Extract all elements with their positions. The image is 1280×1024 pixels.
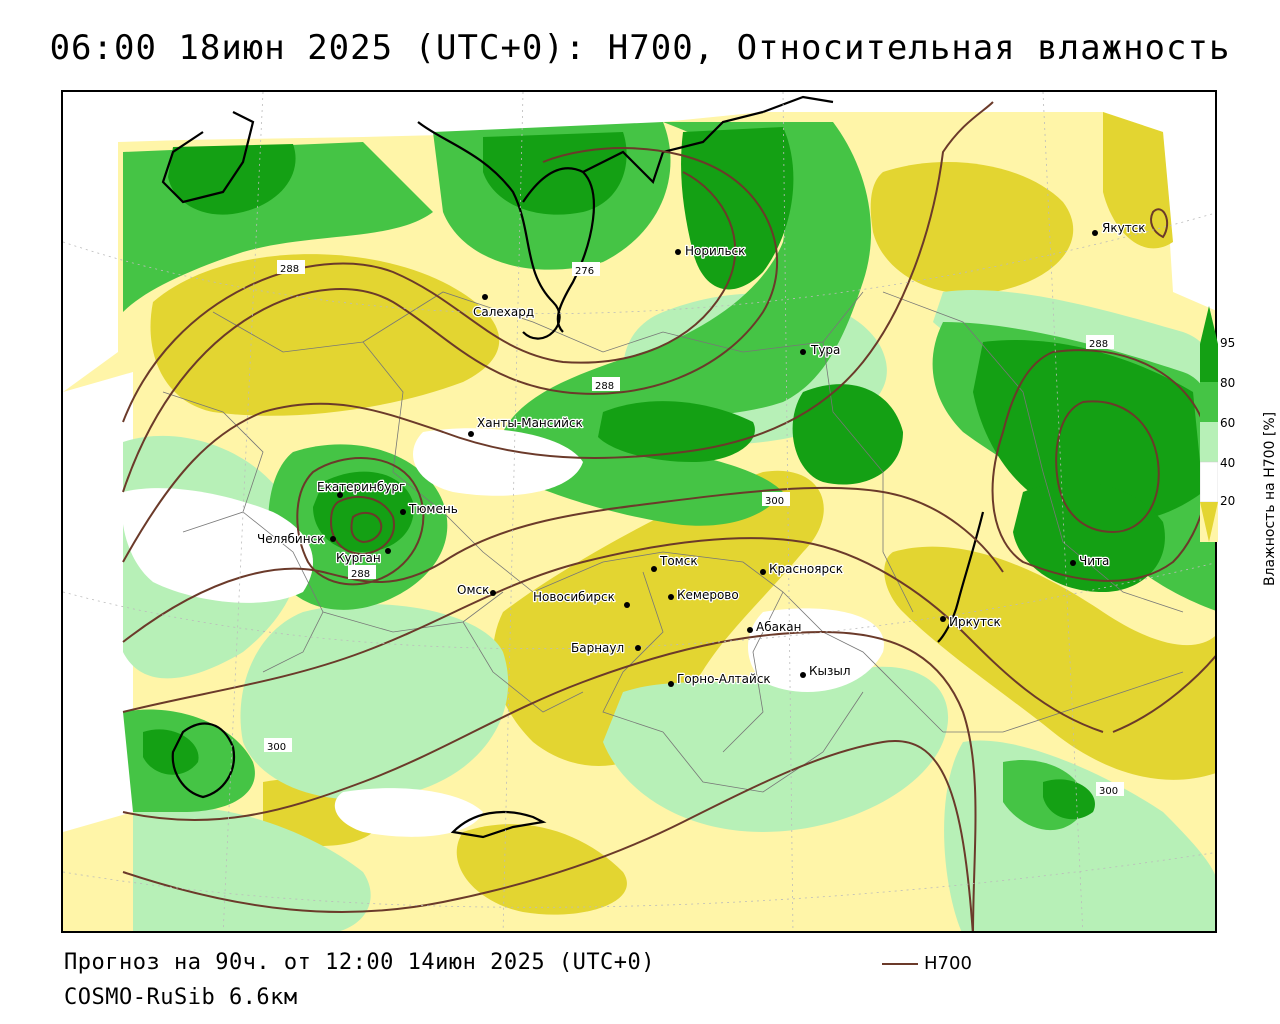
city-kyzyl: Кызыл xyxy=(809,664,851,678)
city-omsk: Омск xyxy=(457,583,489,597)
contour-label-300-west: 300 xyxy=(267,742,286,753)
coastlines xyxy=(161,95,985,839)
city-chita: Чита xyxy=(1079,554,1109,568)
contour-legend: H700 xyxy=(882,953,972,974)
colorbar-tick-20: 20 xyxy=(1220,494,1236,508)
contour-label-300-east: 300 xyxy=(1099,786,1118,797)
contour-label-276: 276 xyxy=(575,266,594,277)
city-khanty-mansiysk: Ханты-Мансийск xyxy=(477,416,583,430)
colorbar-tick-60: 60 xyxy=(1220,416,1236,430)
legend-line-swatch xyxy=(882,962,918,965)
city-krasnoyarsk: Красноярск xyxy=(769,562,843,576)
city-kemerovo: Кемерово xyxy=(677,588,739,602)
city-barnaul: Барнаул xyxy=(571,641,624,655)
colorbar-tick-80: 80 xyxy=(1220,376,1236,390)
colorbar-tick-40: 40 xyxy=(1220,456,1236,470)
map-area[interactable]: 288 276 288 288 288 300 300 300 Якутск Н… xyxy=(61,90,1217,933)
model-name: COSMO-RuSib 6.6км xyxy=(64,985,298,1010)
city-salekhard: Салехард xyxy=(473,305,534,319)
contour-label-288-kurgan: 288 xyxy=(351,569,370,580)
moderate-zones xyxy=(121,428,884,837)
city-yekaterinburg: Екатеринбург xyxy=(317,480,405,494)
city-tura: Тура xyxy=(810,343,840,357)
contour-label-300-center: 300 xyxy=(765,496,784,507)
legend-label: H700 xyxy=(924,953,972,974)
city-gorno-altaysk: Горно-Алтайск xyxy=(677,672,771,686)
city-chelyabinsk: Челябинск xyxy=(257,532,324,546)
outside-domain-north xyxy=(63,92,1215,392)
city-novosibirsk: Новосибирск xyxy=(533,590,615,604)
map-title: 06:00 18июн 2025 (UTC+0): H700, Относите… xyxy=(49,28,1231,68)
graticule xyxy=(63,92,1215,931)
city-kurgan: Курган xyxy=(336,551,381,565)
outside-domain-west xyxy=(63,372,133,832)
city-irkutsk: Иркутск xyxy=(949,615,1001,629)
humidity-colorbar xyxy=(1200,306,1218,542)
colorbar-label: Влажность на H700 [%] xyxy=(1262,411,1278,586)
city-tyumen: Тюмень xyxy=(408,502,458,516)
city-markers: Якутск Норильск Салехард Тура Ханты-Манс… xyxy=(256,220,1147,688)
forecast-info: Прогноз на 90ч. от 12:00 14июн 2025 (UTC… xyxy=(64,950,656,975)
contour-label-288-east: 288 xyxy=(1089,339,1108,350)
very-moist-zones xyxy=(143,127,1203,820)
contour-label-288-center: 288 xyxy=(595,381,614,392)
city-yakutsk: Якутск xyxy=(1102,221,1146,235)
city-norilsk: Норильск xyxy=(685,244,745,258)
region-boundaries xyxy=(162,291,1184,793)
city-tomsk: Томск xyxy=(659,554,698,568)
contour-label-288-west: 288 xyxy=(280,264,299,275)
contour-labels: 288 276 288 288 288 300 300 300 xyxy=(264,260,1124,797)
city-abakan: Абакан xyxy=(756,620,801,634)
colorbar-tick-95: 95 xyxy=(1220,336,1236,350)
h700-contours xyxy=(122,101,1215,931)
map-canvas: 288 276 288 288 288 300 300 300 Якутск Н… xyxy=(63,92,1215,931)
